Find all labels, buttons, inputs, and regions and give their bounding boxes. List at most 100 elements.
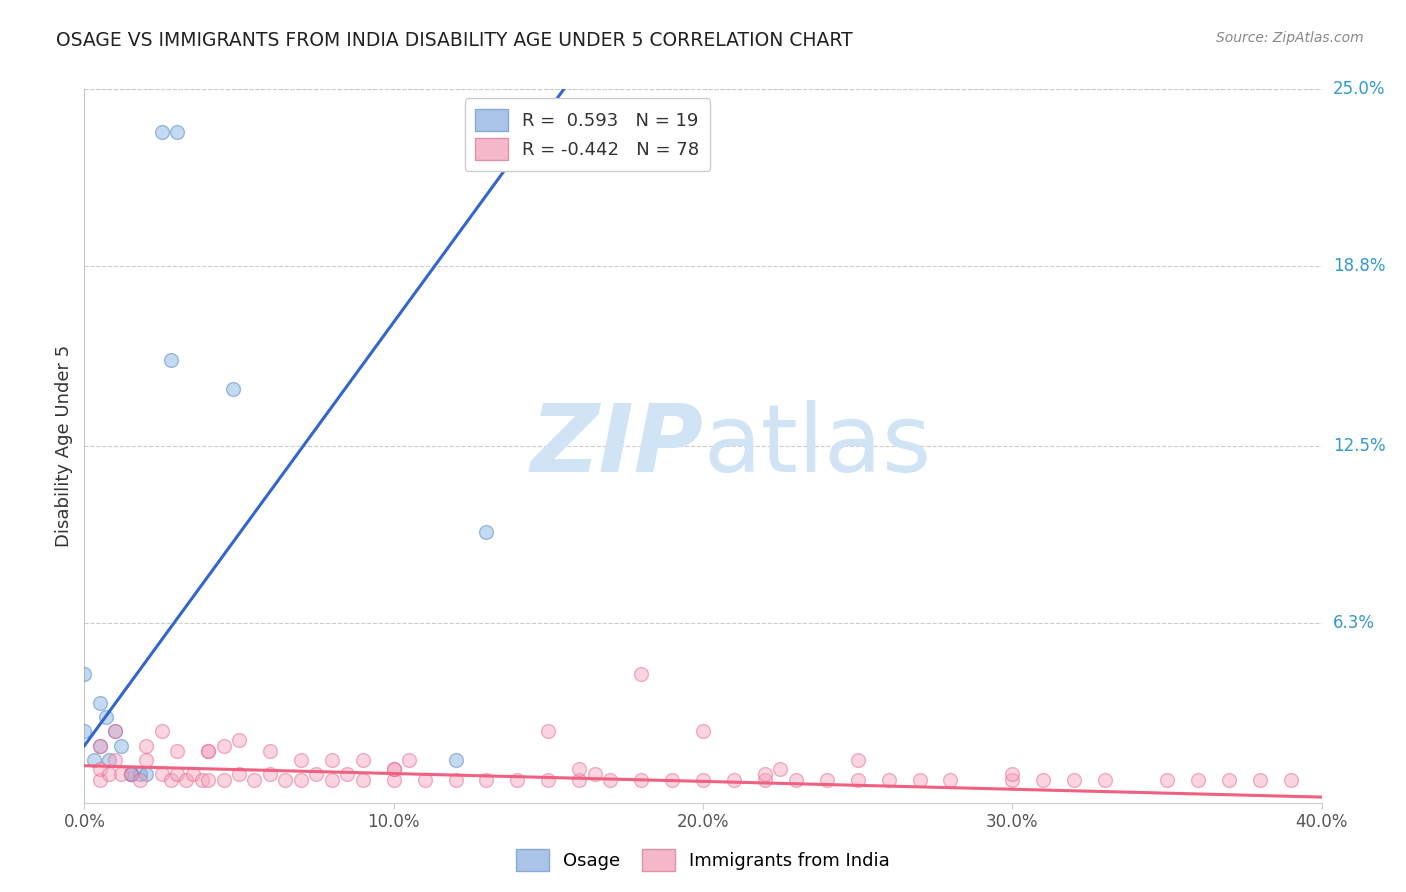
Point bbox=[120, 767, 142, 781]
Point bbox=[259, 767, 281, 781]
Point bbox=[166, 767, 188, 781]
Point bbox=[537, 724, 560, 739]
Point bbox=[568, 762, 591, 776]
Point bbox=[166, 744, 188, 758]
Point bbox=[475, 524, 498, 539]
Text: atlas: atlas bbox=[703, 400, 931, 492]
Point bbox=[176, 772, 198, 787]
Point bbox=[475, 772, 498, 787]
Point bbox=[104, 724, 127, 739]
Point bbox=[166, 125, 188, 139]
Point bbox=[212, 772, 235, 787]
Text: Source: ZipAtlas.com: Source: ZipAtlas.com bbox=[1216, 31, 1364, 45]
Point bbox=[1063, 772, 1085, 787]
Point bbox=[352, 753, 374, 767]
Point bbox=[537, 772, 560, 787]
Text: 12.5%: 12.5% bbox=[1333, 437, 1385, 455]
Point bbox=[785, 772, 807, 787]
Point bbox=[160, 772, 183, 787]
Point bbox=[181, 767, 204, 781]
Point bbox=[1279, 772, 1302, 787]
Point bbox=[73, 724, 96, 739]
Point bbox=[222, 382, 245, 396]
Point bbox=[568, 772, 591, 787]
Point bbox=[94, 710, 117, 724]
Point bbox=[321, 753, 343, 767]
Point bbox=[846, 772, 869, 787]
Point bbox=[191, 772, 214, 787]
Point bbox=[259, 744, 281, 758]
Point bbox=[1187, 772, 1209, 787]
Point bbox=[444, 772, 467, 787]
Point bbox=[908, 772, 931, 787]
Point bbox=[939, 772, 962, 787]
Point bbox=[723, 772, 745, 787]
Y-axis label: Disability Age Under 5: Disability Age Under 5 bbox=[55, 345, 73, 547]
Point bbox=[120, 767, 142, 781]
Point bbox=[89, 739, 111, 753]
Point bbox=[129, 772, 152, 787]
Point bbox=[83, 753, 105, 767]
Point bbox=[382, 762, 405, 776]
Point bbox=[506, 772, 529, 787]
Point bbox=[769, 762, 792, 776]
Point bbox=[197, 744, 219, 758]
Point bbox=[1094, 772, 1116, 787]
Legend: Osage, Immigrants from India: Osage, Immigrants from India bbox=[509, 842, 897, 879]
Point bbox=[305, 767, 328, 781]
Point bbox=[197, 744, 219, 758]
Point bbox=[89, 739, 111, 753]
Point bbox=[104, 724, 127, 739]
Point bbox=[98, 767, 121, 781]
Point bbox=[661, 772, 683, 787]
Text: ZIP: ZIP bbox=[530, 400, 703, 492]
Point bbox=[197, 772, 219, 787]
Point bbox=[413, 772, 436, 787]
Point bbox=[73, 667, 96, 681]
Text: OSAGE VS IMMIGRANTS FROM INDIA DISABILITY AGE UNDER 5 CORRELATION CHART: OSAGE VS IMMIGRANTS FROM INDIA DISABILIT… bbox=[56, 31, 853, 50]
Point bbox=[692, 724, 714, 739]
Point bbox=[877, 772, 900, 787]
Point bbox=[135, 767, 157, 781]
Point bbox=[89, 762, 111, 776]
Point bbox=[274, 772, 297, 787]
Point bbox=[98, 753, 121, 767]
Point bbox=[754, 767, 776, 781]
Point bbox=[1249, 772, 1271, 787]
Text: 25.0%: 25.0% bbox=[1333, 80, 1385, 98]
Point bbox=[444, 753, 467, 767]
Point bbox=[630, 772, 652, 787]
Point bbox=[692, 772, 714, 787]
Point bbox=[1156, 772, 1178, 787]
Point bbox=[129, 767, 152, 781]
Point bbox=[846, 753, 869, 767]
Point bbox=[243, 772, 266, 787]
Point bbox=[382, 762, 405, 776]
Point bbox=[336, 767, 359, 781]
Point bbox=[321, 772, 343, 787]
Point bbox=[1218, 772, 1240, 787]
Point bbox=[382, 772, 405, 787]
Point bbox=[135, 753, 157, 767]
Point bbox=[754, 772, 776, 787]
Point bbox=[110, 739, 132, 753]
Point bbox=[630, 667, 652, 681]
Text: 6.3%: 6.3% bbox=[1333, 614, 1375, 632]
Point bbox=[583, 767, 606, 781]
Point bbox=[1001, 772, 1024, 787]
Point bbox=[398, 753, 420, 767]
Legend: R =  0.593   N = 19, R = -0.442   N = 78: R = 0.593 N = 19, R = -0.442 N = 78 bbox=[464, 98, 710, 171]
Point bbox=[1001, 767, 1024, 781]
Point bbox=[120, 767, 142, 781]
Point bbox=[228, 767, 250, 781]
Point bbox=[290, 753, 312, 767]
Point bbox=[212, 739, 235, 753]
Point bbox=[1032, 772, 1054, 787]
Point bbox=[815, 772, 838, 787]
Point bbox=[110, 767, 132, 781]
Point bbox=[150, 125, 173, 139]
Point bbox=[352, 772, 374, 787]
Point bbox=[150, 724, 173, 739]
Point bbox=[89, 696, 111, 710]
Point bbox=[599, 772, 621, 787]
